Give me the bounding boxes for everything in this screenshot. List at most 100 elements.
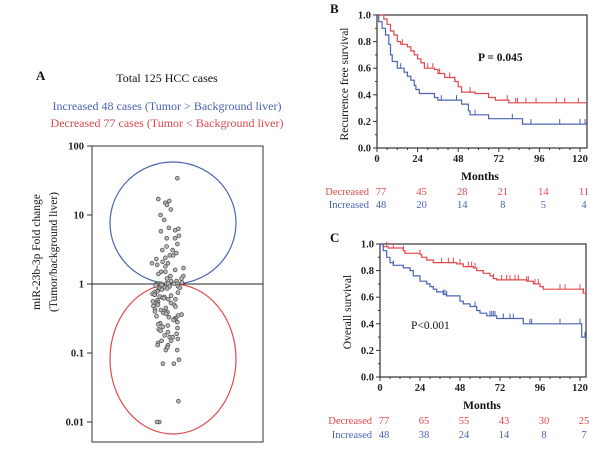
data-point-increased — [181, 265, 186, 271]
at-risk-count-decreased: 30 — [539, 416, 550, 427]
data-point-decreased — [170, 334, 176, 340]
y-tick-label: 1.0 — [358, 11, 371, 22]
data-point-decreased — [177, 285, 183, 291]
data-point-increased — [164, 236, 170, 241]
data-point-decreased — [159, 338, 164, 344]
y-tick-label: 10 — [74, 211, 85, 222]
data-point-increased — [172, 228, 178, 233]
data-point-increased — [176, 233, 182, 239]
panel-b-ylabel: Recurrence free survival — [339, 27, 351, 140]
x-tick-label: 96 — [535, 383, 546, 394]
data-point-decreased — [176, 357, 182, 363]
panel-b-p-value: P = 0.045 — [478, 52, 523, 64]
data-point-decreased — [163, 305, 169, 311]
data-point-decreased — [163, 347, 169, 353]
data-point-increased — [164, 244, 169, 249]
data-point-increased — [156, 271, 161, 277]
at-risk-count-decreased: 28 — [457, 187, 468, 198]
data-point-increased — [172, 267, 178, 273]
x-tick-label: 120 — [572, 383, 588, 394]
data-point-increased — [158, 229, 164, 234]
data-point-increased — [175, 176, 180, 181]
panel-b-xlabel: Months — [461, 171, 499, 183]
data-point-decreased — [171, 317, 176, 323]
data-point-increased — [165, 260, 171, 266]
risk-table-label-decreased: Decreased — [328, 416, 372, 427]
data-point-decreased — [155, 322, 161, 327]
panel-a-decreased-subtitle: Decreased 77 cases (Tumor < Background l… — [51, 116, 284, 130]
at-risk-count-increased: 20 — [416, 200, 427, 211]
y-tick-label: 0.0 — [358, 144, 371, 155]
y-tick-label: 0.2 — [361, 346, 374, 357]
y-tick-label: 0.6 — [361, 293, 374, 304]
at-risk-count-increased: 4 — [581, 200, 587, 211]
data-point-decreased — [175, 319, 180, 325]
at-risk-count-increased: 38 — [419, 430, 430, 441]
y-tick-label: 0.2 — [358, 117, 371, 128]
data-point-increased — [156, 196, 161, 202]
data-point-increased — [179, 280, 185, 285]
data-point-increased — [172, 236, 178, 241]
data-point-decreased — [159, 282, 165, 288]
data-point-decreased — [155, 342, 161, 348]
data-point-decreased — [173, 304, 178, 309]
data-point-decreased — [165, 323, 171, 328]
y-tick-label: 0.8 — [358, 37, 371, 48]
data-point-increased — [174, 250, 179, 256]
increased-ellipse — [109, 161, 237, 285]
panel-a-plot: 100 10 1 0.1 0.01 — [66, 142, 264, 443]
data-point-decreased — [150, 299, 156, 304]
data-point-decreased — [159, 287, 165, 292]
data-point-decreased — [152, 309, 158, 314]
panel-label-b: B — [330, 1, 339, 16]
x-tick-label: 96 — [534, 154, 545, 165]
y-tick-label: 1 — [79, 280, 84, 291]
at-risk-count-increased: 48 — [376, 200, 387, 211]
data-point-decreased — [161, 295, 167, 301]
at-risk-count-decreased: 45 — [416, 187, 427, 198]
plot-frame — [379, 243, 587, 378]
survival-curve-decreased — [380, 243, 587, 294]
y-tick-label: 0.0 — [361, 373, 374, 384]
x-tick-label: 0 — [374, 154, 379, 165]
at-risk-count-decreased: 77 — [379, 416, 390, 427]
data-point-increased — [175, 241, 180, 247]
data-point-decreased — [160, 361, 166, 367]
y-tick-label: 0.4 — [361, 319, 375, 330]
data-point-increased — [160, 259, 165, 265]
data-point-decreased — [162, 333, 167, 338]
y-tick-label: 0.6 — [358, 64, 371, 75]
data-point-increased — [168, 273, 173, 279]
panel-c-p-value: P<0.001 — [411, 320, 450, 332]
data-point-decreased — [163, 311, 169, 317]
panel-c-xlabel: Months — [463, 400, 501, 412]
y-tick-label: 0.1 — [71, 349, 84, 360]
y-tick-label: 0.01 — [66, 418, 84, 429]
data-point-decreased — [175, 336, 181, 342]
data-point-decreased — [175, 325, 180, 331]
data-point-decreased — [173, 296, 178, 302]
risk-table-label-decreased: Decreased — [325, 187, 369, 198]
data-point-decreased — [153, 283, 159, 288]
data-point-increased — [160, 247, 165, 253]
at-risk-count-increased: 5 — [541, 200, 546, 211]
survival-curve-decreased — [377, 14, 587, 104]
x-tick-label: 48 — [455, 383, 466, 394]
at-risk-count-increased: 8 — [500, 200, 505, 211]
y-tick-label: 0.8 — [361, 266, 374, 277]
data-point-increased — [164, 276, 170, 281]
data-point-increased — [154, 256, 159, 262]
y-tick-label: 0.4 — [358, 90, 372, 101]
data-point-increased — [167, 198, 172, 204]
at-risk-count-decreased: 65 — [419, 416, 430, 427]
data-point-decreased — [155, 302, 161, 308]
x-tick-label: 72 — [495, 383, 506, 394]
data-point-decreased — [164, 286, 170, 291]
data-point-decreased — [168, 338, 174, 344]
at-risk-count-increased: 14 — [499, 430, 510, 441]
data-point-decreased — [174, 331, 180, 337]
data-point-decreased — [166, 314, 172, 320]
data-point-increased — [149, 260, 155, 266]
data-point-decreased — [158, 328, 163, 334]
